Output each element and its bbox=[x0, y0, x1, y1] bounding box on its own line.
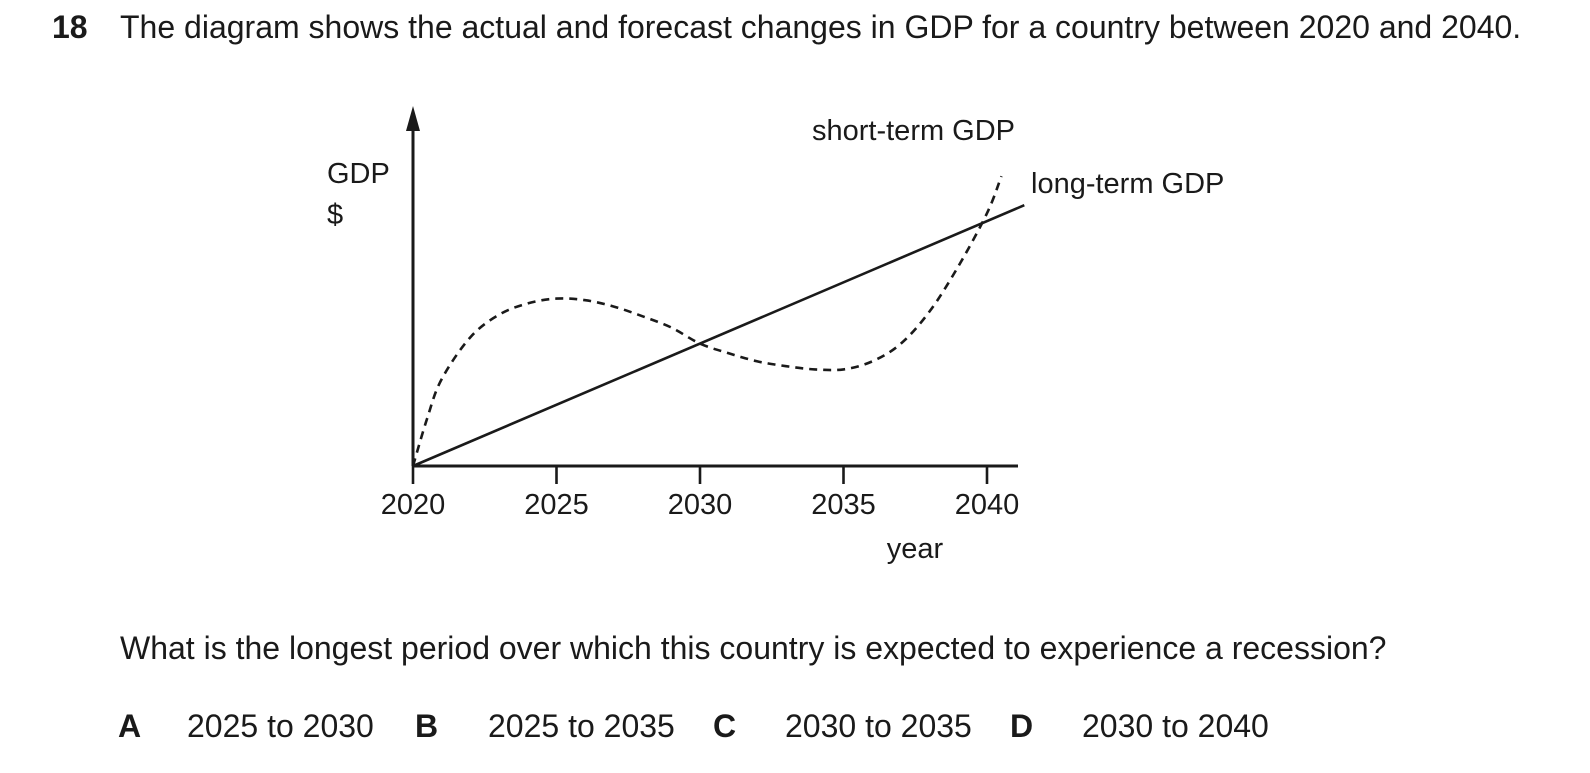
option-b[interactable]: B 2025 to 2035 bbox=[415, 708, 675, 745]
series-long-term-gdp-line bbox=[412, 204, 1025, 468]
long-term-gdp-label: long-term GDP bbox=[1031, 168, 1224, 200]
option-b-letter: B bbox=[415, 708, 439, 744]
option-b-text: 2025 to 2035 bbox=[488, 708, 675, 744]
x-tick-labels: 2020 2025 2030 2035 2040 bbox=[381, 489, 1020, 521]
y-axis-arrow bbox=[406, 106, 420, 131]
y-axis-label-gdp: GDP bbox=[327, 158, 390, 190]
y-axis bbox=[406, 106, 420, 466]
x-tick-label-2040: 2040 bbox=[955, 489, 1020, 521]
option-d-text: 2030 to 2040 bbox=[1082, 708, 1269, 744]
y-axis-label-dollar: $ bbox=[327, 199, 343, 231]
option-c-letter: C bbox=[713, 708, 737, 744]
x-ticks bbox=[411, 466, 989, 484]
option-d[interactable]: D 2030 to 2040 bbox=[1010, 708, 1269, 745]
x-tick-label-2030: 2030 bbox=[668, 489, 733, 521]
option-a-letter: A bbox=[118, 708, 142, 744]
question-stem: The diagram shows the actual and forecas… bbox=[120, 9, 1522, 45]
x-tick-label-2035: 2035 bbox=[811, 489, 876, 521]
option-d-letter: D bbox=[1010, 708, 1034, 744]
short-term-gdp-label: short-term GDP bbox=[812, 115, 1015, 147]
gdp-chart: 2020 2025 2030 2035 2040 year GDP $ short-te… bbox=[327, 106, 1224, 565]
option-c[interactable]: C 2030 to 2035 bbox=[713, 708, 972, 745]
question-prompt: What is the longest period over which th… bbox=[120, 630, 1387, 666]
question-number: 18 bbox=[52, 9, 88, 45]
option-a-text: 2025 to 2030 bbox=[187, 708, 374, 744]
option-c-text: 2030 to 2035 bbox=[785, 708, 972, 744]
x-tick-label-2020: 2020 bbox=[381, 489, 446, 521]
option-a[interactable]: A 2025 to 2030 bbox=[118, 708, 374, 745]
x-tick-label-2025: 2025 bbox=[524, 489, 589, 521]
x-axis-label: year bbox=[887, 533, 944, 565]
series-short-term-gdp-line bbox=[411, 175, 1003, 467]
